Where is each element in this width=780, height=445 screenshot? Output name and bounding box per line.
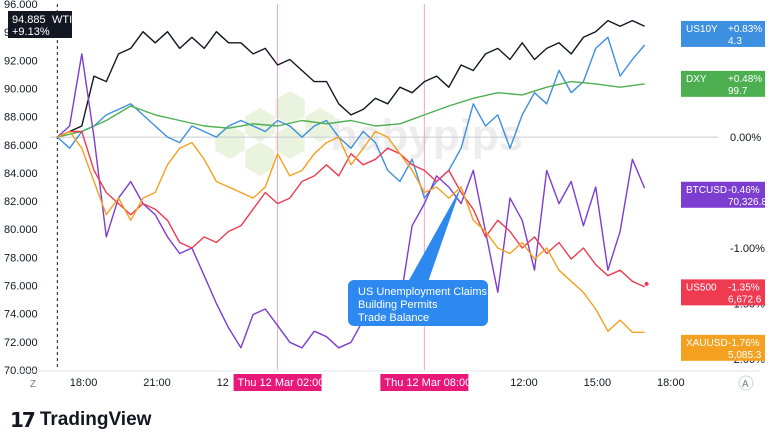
- left-axis-tick: 74.000: [4, 309, 38, 321]
- time-axis-left-button: Z: [30, 379, 36, 390]
- left-axis-tick: 90.000: [4, 83, 38, 95]
- legend-change: +0.48%: [728, 74, 762, 85]
- watermark-hex-icon: [245, 142, 275, 176]
- legend-symbol: BTCUSD: [686, 185, 727, 196]
- auto-scale-button-label: A: [742, 379, 749, 390]
- left-axis-tick: 84.000: [4, 168, 38, 180]
- series-line-us500[interactable]: [57, 130, 645, 288]
- left-axis-tick: 72.000: [4, 337, 38, 349]
- series-line-xauusd[interactable]: [57, 130, 645, 333]
- time-highlight-label: Thu 12 Mar 08:00: [384, 377, 471, 389]
- legend-symbol: DXY: [686, 74, 707, 85]
- watermark-text: babypips: [330, 111, 523, 160]
- legend-badge-bg: [681, 334, 765, 361]
- series-end-dot-us500: [644, 281, 649, 286]
- tradingview-logo[interactable]: 17 TradingView: [10, 408, 151, 432]
- time-highlight-label: Thu 12 Mar 02:00: [238, 377, 325, 389]
- legend-price: 6,672.6: [728, 294, 762, 305]
- wti-badge[interactable]: [8, 11, 72, 38]
- series-line-us10y[interactable]: [56, 36, 646, 199]
- legend-badge-dxy[interactable]: DXY +0.48%99.7: [681, 70, 765, 97]
- legend-price: 99.7: [728, 86, 748, 97]
- series-line-dxy[interactable]: [57, 80, 645, 138]
- legend-symbol: US500: [686, 282, 717, 293]
- watermark-hex-icon: [275, 125, 305, 159]
- legend-badge-us500[interactable]: US500 -1.35%6,672.6: [681, 279, 765, 306]
- annotation-pointer: [408, 187, 462, 282]
- series-line-wti[interactable]: [57, 19, 645, 138]
- legend-change: +0.83%: [728, 24, 762, 35]
- legend-badge-xauusd[interactable]: XAUUSD -1.76%5,085.3: [681, 334, 765, 361]
- right-axis-tick: 0.00%: [730, 132, 761, 144]
- time-axis-tick: 12: [217, 377, 229, 389]
- legend-badge-btcusd[interactable]: BTCUSD -0.46%70,326.8: [681, 181, 767, 208]
- time-axis-tick: 15:00: [584, 377, 612, 389]
- legend-price: 4.3: [728, 36, 742, 47]
- left-axis-tick: 88.000: [4, 112, 38, 124]
- chart-canvas[interactable]: babypips96.00094.00092.00090.00088.00086…: [0, 0, 780, 400]
- annotation-box[interactable]: [348, 280, 488, 326]
- tradingview-wordmark: TradingView: [39, 409, 152, 430]
- right-axis-tick: -1.00%: [730, 243, 765, 255]
- legend-badge-bg: [681, 20, 765, 47]
- time-axis-tick: 21:00: [143, 377, 171, 389]
- auto-scale-button[interactable]: [738, 375, 754, 391]
- annotation-line: Trade Balance: [358, 312, 429, 324]
- legend-symbol: XAUUSD: [686, 338, 728, 349]
- time-axis-tick: 12:00: [510, 377, 538, 389]
- watermark-hex-icon: [215, 125, 245, 159]
- legend-change: -0.46%: [728, 185, 760, 196]
- left-axis-tick: 82.000: [4, 196, 38, 208]
- legend-price: 70,326.8: [728, 197, 767, 208]
- legend-badge-bg: [681, 181, 765, 208]
- wti-symbol: WTI: [52, 14, 72, 26]
- annotation-line: Building Permits: [358, 299, 438, 311]
- wti-price: 94.885: [12, 14, 46, 26]
- legend-change: -1.76%: [728, 338, 760, 349]
- watermark-hex-icon: [305, 108, 335, 142]
- time-axis-tick: 18:00: [70, 377, 98, 389]
- babypips-watermark: babypips: [215, 91, 523, 176]
- wti-change: +9.13%: [12, 26, 50, 38]
- left-axis-tick: 86.000: [4, 140, 38, 152]
- legend-change: -1.35%: [728, 282, 760, 293]
- time-highlight-badge[interactable]: [233, 374, 322, 391]
- legend-badge-us10y[interactable]: US10Y +0.83%4.3: [681, 20, 765, 47]
- watermark-hex-icon: [275, 91, 305, 125]
- left-axis-tick: 78.000: [4, 252, 38, 264]
- legend-price: 5,085.3: [728, 350, 762, 361]
- left-axis-tick: 96.000: [4, 0, 38, 11]
- annotation-line: US Unemployment Claims: [358, 286, 487, 298]
- legend-symbol: US10Y: [686, 24, 718, 35]
- time-highlight-badge[interactable]: [380, 374, 469, 391]
- series-line-btcusd[interactable]: [56, 53, 646, 349]
- left-axis-tick: 80.000: [4, 224, 38, 236]
- legend-badge-bg: [681, 70, 765, 97]
- legend-badge-bg: [681, 279, 765, 306]
- left-axis-tick: 92.000: [4, 55, 38, 67]
- tradingview-mark-icon: 17: [10, 408, 36, 432]
- left-axis-tick: 76.000: [4, 281, 38, 293]
- time-axis-tick: 18:00: [657, 377, 685, 389]
